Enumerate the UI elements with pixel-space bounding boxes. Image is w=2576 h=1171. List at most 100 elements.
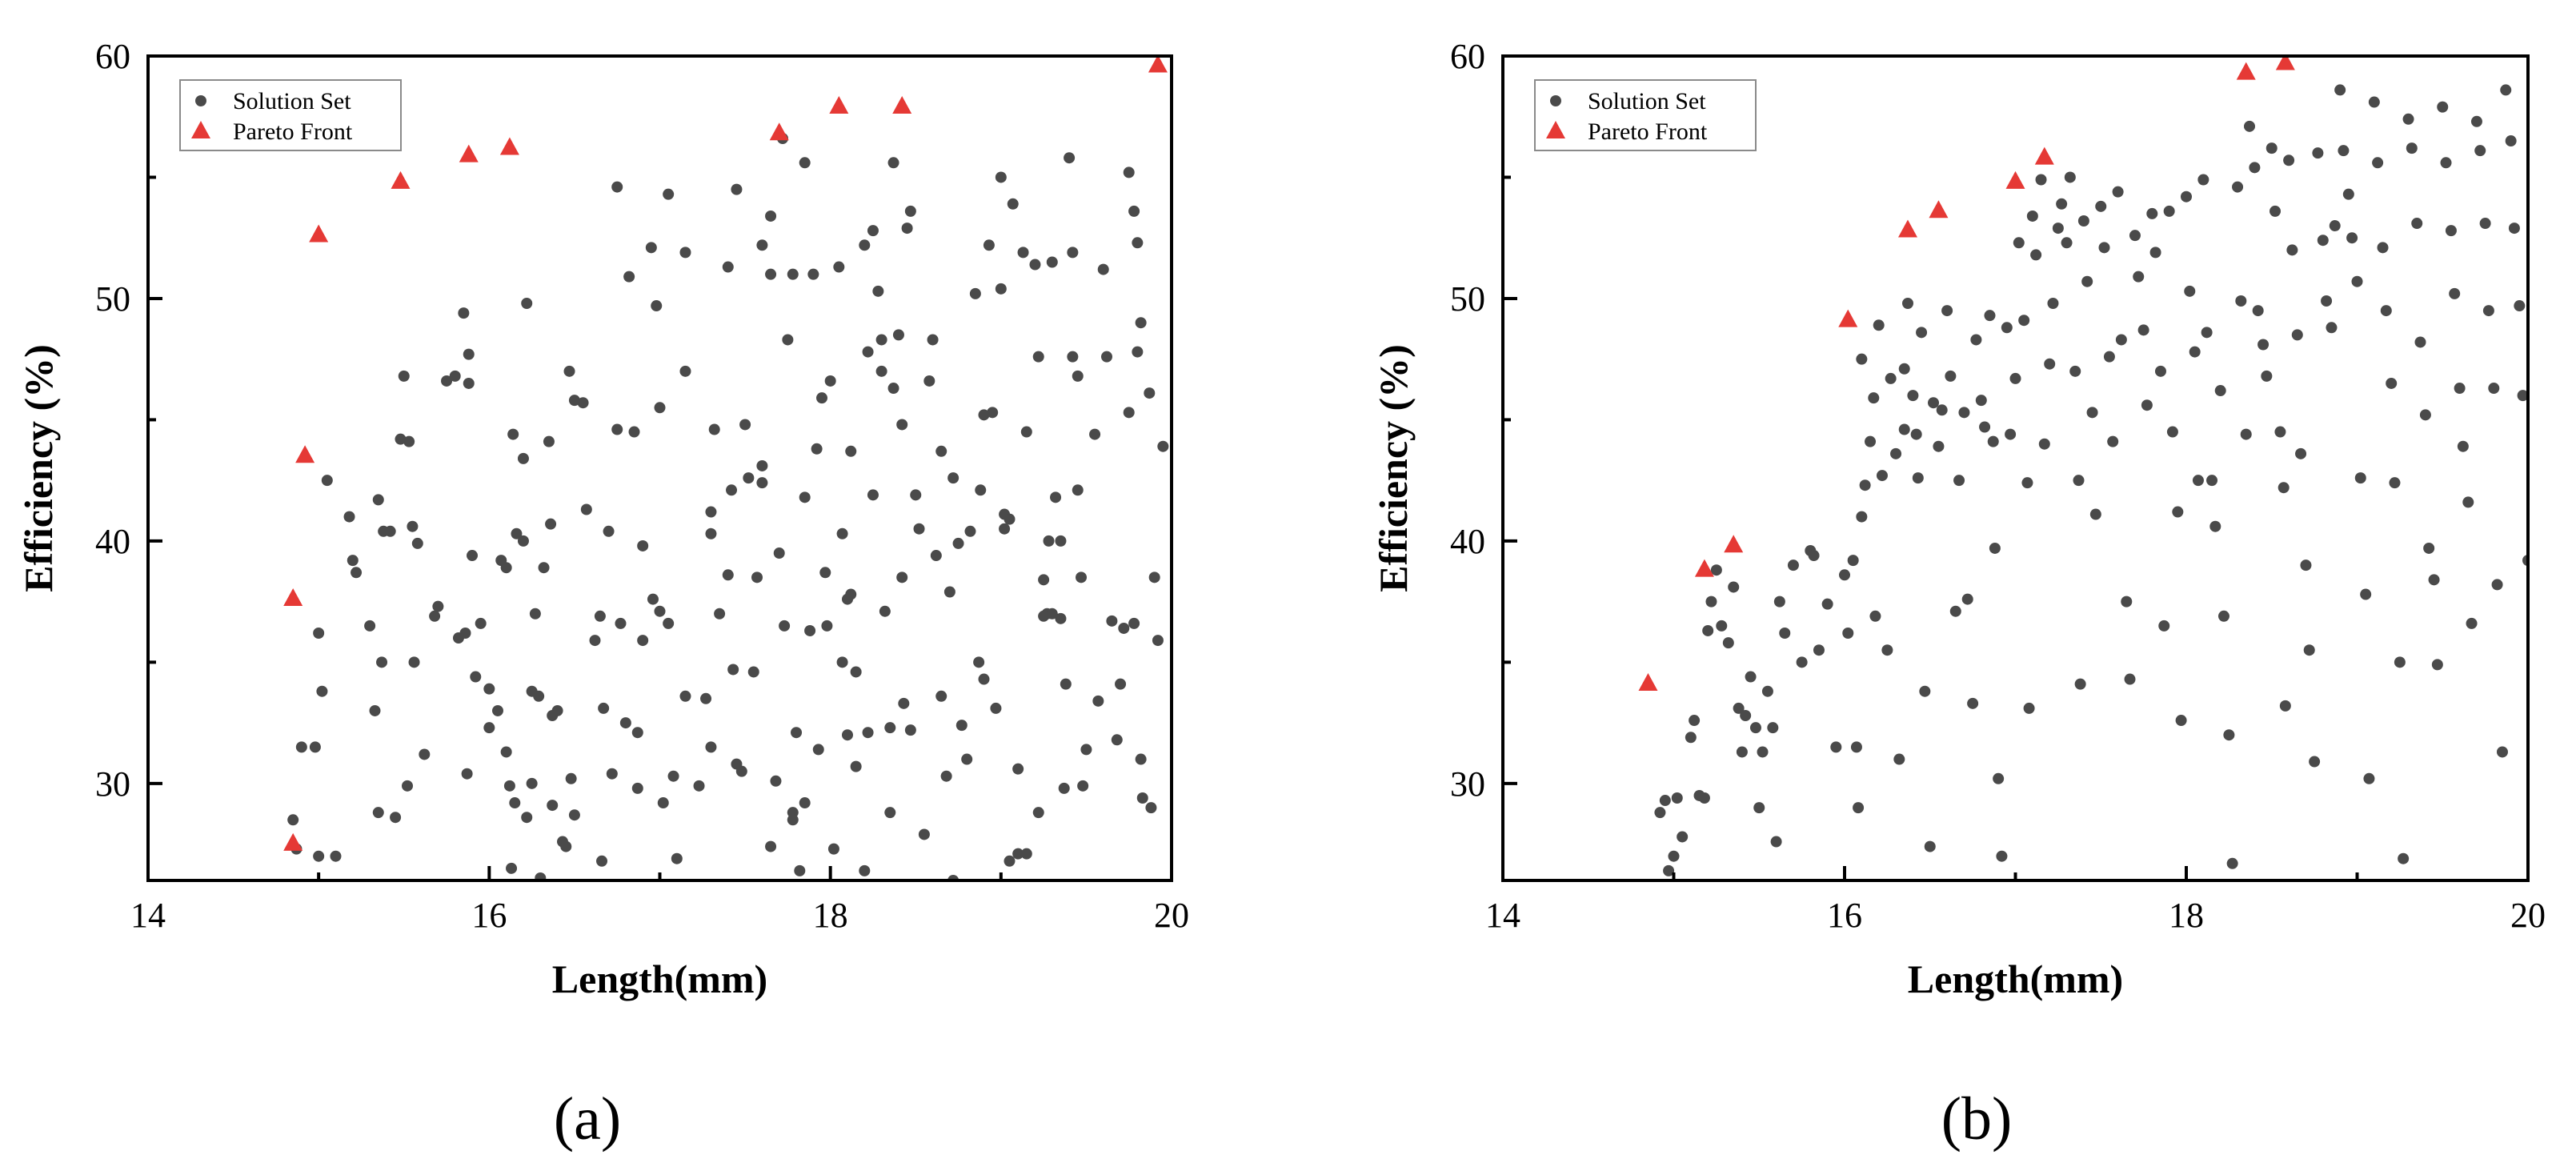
solution-point <box>708 423 720 435</box>
solution-point <box>1953 475 1965 487</box>
solution-point <box>836 656 848 668</box>
solution-point <box>1898 423 1910 435</box>
solution-point <box>533 690 545 702</box>
solution-point <box>1654 807 1666 819</box>
solution-point <box>983 239 995 251</box>
solution-point <box>896 419 908 431</box>
solution-point <box>836 527 848 539</box>
solution-point <box>2386 377 2398 389</box>
solution-point <box>1865 435 1877 447</box>
solution-point <box>651 300 663 312</box>
solution-point <box>507 428 519 440</box>
solution-point <box>2279 700 2291 712</box>
scatter-plot-a: 14 16 18 20 30 40 50 60 Length(mm) Efficiency (%)… <box>16 37 1189 1153</box>
solution-point <box>1077 780 1089 792</box>
solution-point <box>1123 166 1135 178</box>
solution-point <box>1128 617 1140 629</box>
solution-point <box>1830 741 1842 753</box>
solution-point <box>850 666 862 678</box>
solution-point <box>631 782 643 794</box>
solution-point <box>631 727 643 739</box>
solution-point <box>491 704 503 716</box>
solution-point <box>2001 322 2013 334</box>
solution-point <box>1659 795 1671 807</box>
pareto-point <box>829 95 849 114</box>
solution-point <box>628 426 640 438</box>
solution-point <box>1893 753 1905 765</box>
solution-point <box>1064 152 1076 164</box>
solution-point <box>1043 535 1055 547</box>
solution-point <box>1012 848 1024 860</box>
solution-point <box>1842 628 1854 639</box>
y-tick-label: 50 <box>1450 279 1485 319</box>
solution-point <box>538 562 550 574</box>
solution-point <box>804 624 816 636</box>
solution-point <box>1936 404 1948 416</box>
solution-point <box>1733 702 1745 714</box>
solution-point <box>2146 207 2158 219</box>
solution-point <box>611 181 623 193</box>
solution-point <box>2440 157 2452 169</box>
solution-point <box>756 459 768 471</box>
pareto-point <box>1724 535 1744 553</box>
solution-point <box>1132 237 1144 249</box>
solution-point <box>1856 511 1868 523</box>
solution-point <box>503 780 515 792</box>
solution-point <box>1135 753 1147 765</box>
pareto-point <box>459 144 479 162</box>
solution-point <box>1993 772 2005 784</box>
pareto-point <box>1638 672 1658 691</box>
solution-point <box>2303 644 2315 656</box>
solution-point <box>940 770 952 782</box>
solution-point <box>543 435 555 447</box>
solution-point <box>1017 247 1029 259</box>
solution-point <box>2482 305 2494 317</box>
solution-point <box>663 617 675 629</box>
solution-point <box>2360 588 2372 600</box>
scatter-svg-b: 14 16 18 20 30 40 50 60 Length(mm) Efficiency (%)… <box>1371 37 2546 1001</box>
solution-point <box>1038 574 1050 586</box>
solution-point <box>2419 409 2431 421</box>
solution-point <box>751 571 763 583</box>
solution-point <box>2252 305 2264 317</box>
solution-point <box>1128 205 1140 217</box>
solution-point <box>2086 407 2098 419</box>
solution-point <box>611 423 623 435</box>
solution-point <box>722 261 734 273</box>
solution-point <box>459 628 471 639</box>
solution-point <box>2309 756 2321 768</box>
solution-point <box>927 334 939 346</box>
solution-point <box>398 370 410 382</box>
x-axis-title: Length(mm) <box>1908 956 2123 1001</box>
solution-point <box>859 864 871 876</box>
solution-point <box>739 419 751 431</box>
solution-point <box>2398 852 2410 864</box>
pareto-point <box>1929 200 1949 219</box>
solution-point <box>1060 678 1072 690</box>
solution-point <box>2103 351 2115 363</box>
solution-point <box>935 445 947 457</box>
solution-point <box>1157 440 1169 452</box>
solution-point <box>2044 358 2056 370</box>
y-tick-label: 30 <box>95 764 130 804</box>
solution-point <box>321 475 333 487</box>
solution-point <box>463 377 475 389</box>
solution-point <box>1716 620 1728 632</box>
solution-point <box>816 392 828 404</box>
solution-point <box>1668 850 1680 862</box>
solution-point <box>545 518 557 530</box>
solution-point <box>509 797 521 809</box>
solution-point <box>910 489 922 501</box>
solution-point <box>872 285 884 297</box>
solution-point <box>679 247 691 259</box>
solution-point <box>2454 383 2466 395</box>
solution-point <box>1770 836 1782 848</box>
solution-point <box>596 855 608 867</box>
solution-point <box>1987 435 1999 447</box>
solution-point <box>1796 656 1808 668</box>
solution-point <box>2026 210 2038 222</box>
solution-point <box>395 433 407 445</box>
solution-point <box>1007 198 1019 210</box>
solution-point <box>867 489 879 501</box>
solution-point <box>2166 426 2178 438</box>
